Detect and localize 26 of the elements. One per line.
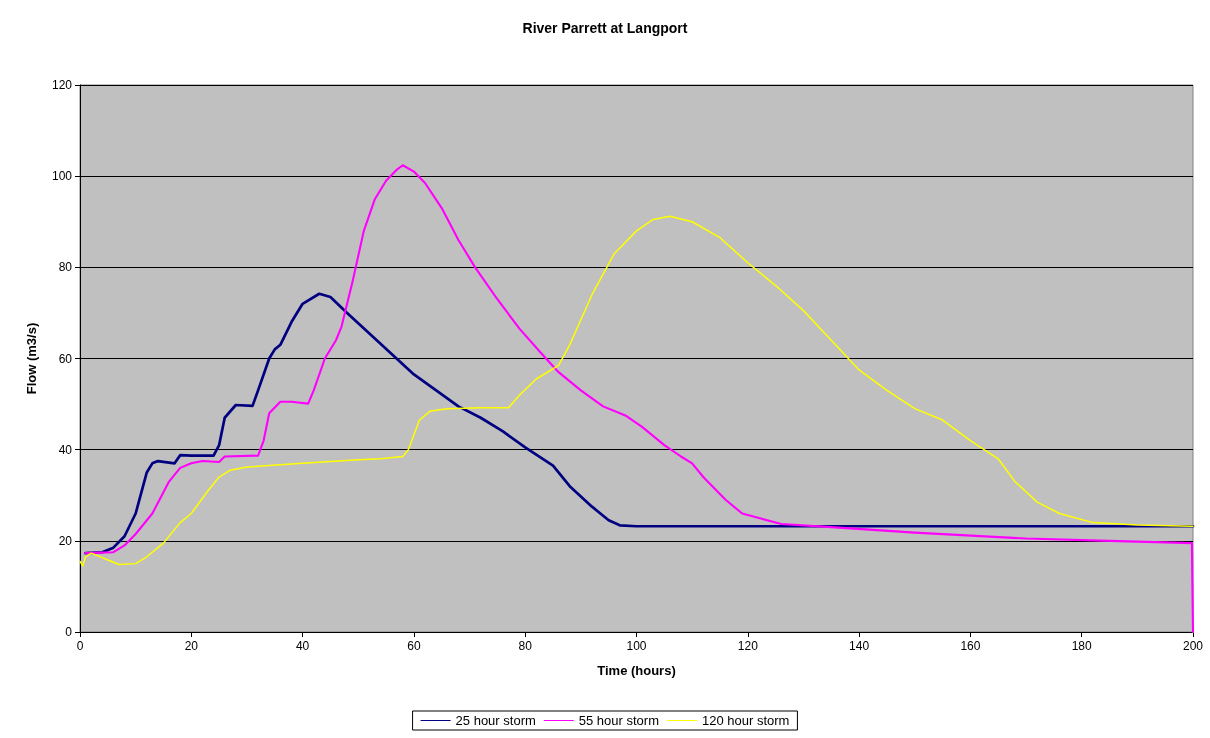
- y-tick-label: 20: [58, 533, 73, 548]
- legend-label: 25 hour storm: [455, 713, 536, 728]
- x-tick-label: 140: [849, 639, 870, 653]
- x-axis-title: Time (hours): [597, 663, 676, 678]
- y-tick-label: 40: [58, 442, 73, 457]
- y-tick-label: 60: [58, 351, 73, 366]
- x-tick-label: 80: [518, 639, 533, 653]
- x-tick-label: 0: [76, 639, 84, 653]
- chart-title: River Parrett at Langport: [522, 20, 688, 36]
- x-tick-label: 40: [295, 639, 310, 653]
- x-tick-label: 180: [1071, 639, 1093, 653]
- y-tick-label: 0: [65, 625, 73, 639]
- y-tick-label: 100: [51, 169, 73, 184]
- x-tick-label: 100: [626, 639, 647, 653]
- legend-label: 55 hour storm: [578, 713, 659, 728]
- y-axis-title: Flow (m3/s): [24, 322, 39, 395]
- x-tick-label: 160: [960, 639, 981, 653]
- y-tick-label: 80: [58, 260, 73, 275]
- line-series: [84, 164, 1195, 634]
- line-series: [84, 292, 1195, 555]
- x-tick-label: 20: [184, 639, 199, 653]
- x-tick-label: 60: [407, 639, 421, 653]
- legend-label: 120 hour storm: [701, 713, 790, 728]
- x-tick-label: 120: [737, 639, 759, 653]
- y-tick-label: 120: [51, 78, 73, 92]
- x-tick-label: 200: [1182, 639, 1204, 653]
